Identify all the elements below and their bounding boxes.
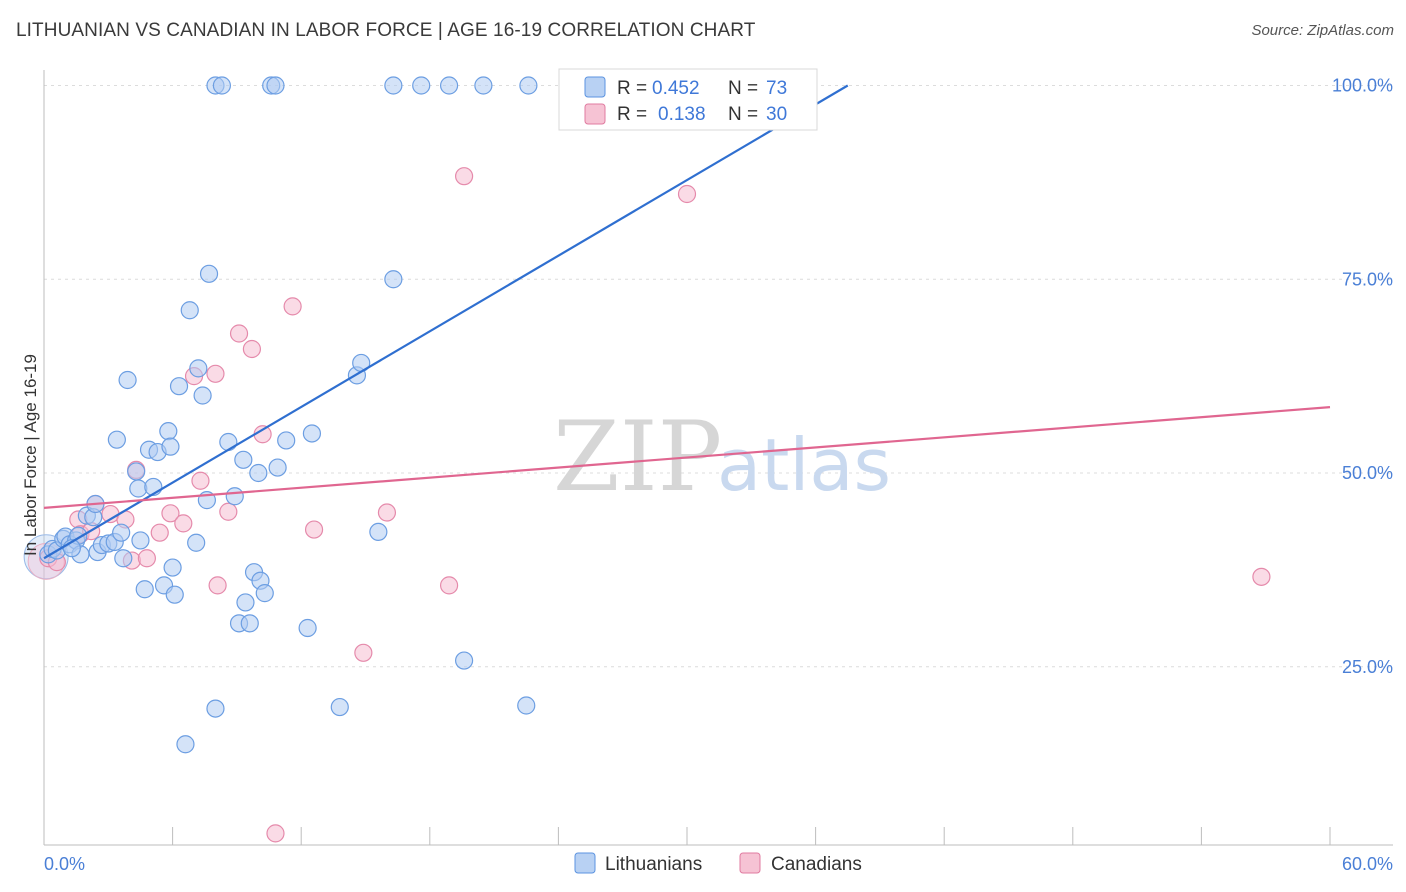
y-tick-label-1: 50.0% <box>1342 463 1393 483</box>
x-tick-label-0: 0.0% <box>44 854 85 874</box>
point-lithuanian-64 <box>384 76 403 95</box>
point-lithuanian-37 <box>193 386 212 405</box>
y-tick-label-3: 100.0% <box>1332 76 1393 96</box>
point-canadian-17 <box>208 576 227 595</box>
point-lithuanian-34 <box>180 301 199 320</box>
point-canadian-12 <box>161 504 180 523</box>
legend-n-label-1: N = <box>728 78 758 99</box>
point-lithuanian-29 <box>161 437 180 456</box>
point-lithuanian-46 <box>234 450 253 469</box>
point-lithuanian-22 <box>131 531 150 550</box>
point-lithuanian-67 <box>454 651 474 670</box>
point-canadian-15 <box>191 471 210 490</box>
point-lithuanian-28 <box>159 422 178 441</box>
legend-lithuanians: Lithuanians <box>605 854 702 875</box>
x-tick-label-1: 60.0% <box>1342 854 1393 874</box>
data-points <box>23 76 1271 843</box>
point-lithuanian-70 <box>519 76 538 95</box>
point-lithuanian-69 <box>517 696 536 715</box>
point-lithuanian-33 <box>176 735 195 754</box>
point-lithuanian-54 <box>266 76 285 95</box>
point-lithuanian-58 <box>302 424 322 443</box>
trend-line-canadians <box>43 406 1331 509</box>
point-lithuanian-44 <box>225 487 244 506</box>
point-lithuanian-40 <box>206 699 225 718</box>
point-canadian-25 <box>354 643 373 662</box>
trend-lines <box>43 84 1331 560</box>
point-lithuanian-66 <box>439 76 459 95</box>
point-canadian-18 <box>219 502 238 521</box>
point-lithuanian-59 <box>330 697 349 717</box>
point-canadian-19 <box>229 324 249 343</box>
point-lithuanian-35 <box>187 533 206 552</box>
series-legend: Lithuanians Canadians <box>574 852 862 875</box>
y-tick-labels: 25.0% 50.0% 75.0% 100.0% <box>1332 76 1393 677</box>
point-lithuanian-19 <box>118 370 137 390</box>
point-lithuanian-21 <box>129 479 148 498</box>
point-lithuanian-56 <box>277 431 296 450</box>
point-lithuanian-31 <box>165 585 184 604</box>
axes <box>43 70 1393 846</box>
point-lithuanian-68 <box>474 76 493 95</box>
point-canadian-16 <box>206 364 225 383</box>
point-lithuanian-52 <box>255 584 274 603</box>
point-lithuanian-63 <box>384 270 403 289</box>
point-lithuanian-32 <box>169 377 189 396</box>
point-canadian-27 <box>439 576 459 595</box>
trend-line-lithuanians <box>43 84 849 560</box>
legend-swatch-lithuanians <box>584 76 606 98</box>
legend-r-label-1: R = <box>617 78 647 99</box>
point-lithuanian-42 <box>212 76 231 95</box>
point-lithuanian-30 <box>163 558 182 577</box>
point-canadian-10 <box>137 549 156 568</box>
point-lithuanian-47 <box>236 593 255 612</box>
chart-title: LITHUANIAN VS CANADIAN IN LABOR FORCE | … <box>16 20 756 41</box>
point-canadian-20 <box>242 339 262 359</box>
point-canadian-11 <box>150 523 169 542</box>
point-lithuanian-62 <box>369 522 388 542</box>
point-lithuanian-23 <box>135 580 154 599</box>
point-lithuanian-16 <box>107 430 126 449</box>
point-lithuanian-48 <box>240 614 259 633</box>
point-lithuanian-55 <box>268 458 287 477</box>
y-axis-label: In Labor Force | Age 16-19 <box>21 354 40 556</box>
watermark-atlas: atlas <box>717 423 891 507</box>
point-canadian-13 <box>174 514 193 533</box>
point-canadian-22 <box>266 824 285 843</box>
point-canadian-28 <box>454 167 474 186</box>
point-lithuanian-57 <box>298 618 317 638</box>
point-lithuanian-39 <box>199 264 219 283</box>
legend-n-value-1: 73 <box>766 78 787 99</box>
y-tick-label-0: 25.0% <box>1342 657 1393 677</box>
point-lithuanian-65 <box>412 76 431 95</box>
point-lithuanian-43 <box>219 432 238 452</box>
point-lithuanian-36 <box>189 359 208 378</box>
point-canadian-23 <box>283 297 302 316</box>
point-canadian-26 <box>377 503 397 522</box>
point-canadian-24 <box>304 520 324 539</box>
point-lithuanian-18 <box>114 549 133 568</box>
x-tick-labels: 0.0% 60.0% <box>44 854 1393 874</box>
source-label: Source: ZipAtlas.com <box>1251 22 1394 39</box>
point-lithuanian-50 <box>249 463 268 483</box>
legend-n-value-2: 30 <box>766 104 787 125</box>
legend-canadians: Canadians <box>771 854 862 875</box>
legend-r-label-2: R = <box>617 104 647 125</box>
y-tick-label-2: 75.0% <box>1342 269 1393 289</box>
point-canadian-29 <box>677 184 697 204</box>
legend-r-value-2: 0.138 <box>658 104 706 125</box>
legend-n-label-2: N = <box>728 104 758 125</box>
grid-lines <box>44 85 1393 668</box>
bottom-swatch-canadians <box>739 852 761 874</box>
point-canadian-30 <box>1252 567 1271 586</box>
bottom-swatch-lithuanians <box>574 852 596 874</box>
point-lithuanian-20 <box>127 462 146 481</box>
legend-r-value-1: 0.452 <box>652 78 700 99</box>
legend-swatch-canadians <box>584 103 606 125</box>
stats-legend: R = 0.452 N = 73 R = 0.138 N = 30 <box>558 68 818 131</box>
point-lithuanian-17 <box>112 523 131 542</box>
